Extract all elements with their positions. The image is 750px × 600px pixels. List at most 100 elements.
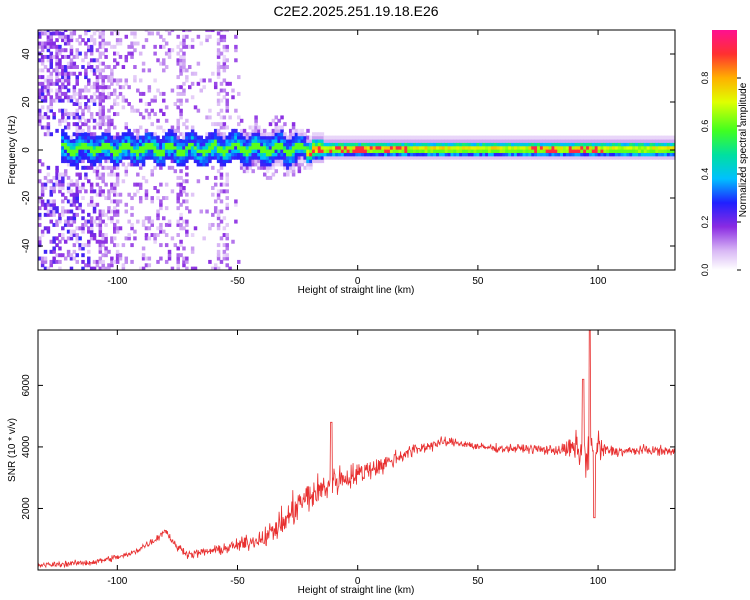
spectrogram-cell	[568, 155, 573, 160]
spectrogram-cell	[361, 138, 365, 143]
spectrogram-cell	[43, 212, 48, 217]
spectrogram-cell	[609, 138, 613, 143]
spectrogram-cell	[138, 91, 143, 96]
spectrogram-cell	[49, 108, 54, 113]
spectrogram-cell	[323, 135, 328, 140]
spectrogram-cell	[133, 149, 137, 153]
spectrogram-cell	[337, 152, 342, 157]
spectrogram-cell	[98, 219, 103, 224]
spectrogram-cell	[193, 145, 198, 150]
spectrogram-cell	[283, 145, 287, 150]
spectrogram-cell	[545, 135, 550, 140]
spectrogram-cell	[265, 162, 270, 167]
spectrogram-cell	[101, 95, 105, 100]
spectrogram-cell	[101, 233, 105, 237]
spectrogram-cell	[254, 122, 258, 127]
spectrogram-cell	[248, 145, 253, 150]
spectrogram-cell	[101, 38, 105, 43]
spectrogram-cell	[72, 88, 77, 93]
spectrogram-cell	[40, 189, 45, 194]
spectrogram-cell	[286, 162, 290, 167]
spectrogram-cell	[286, 138, 290, 143]
spectrogram-cell	[115, 138, 120, 143]
spectrogram-cell	[49, 58, 54, 63]
spectrogram-cell	[222, 132, 227, 137]
spectrogram-cell	[208, 226, 212, 231]
spectrogram-cell	[548, 152, 553, 157]
spectrogram-cell	[392, 149, 397, 153]
spectrogram-cell	[40, 75, 45, 80]
spectrogram-cell	[335, 145, 339, 150]
spectrogram-cell	[398, 152, 403, 157]
spectrogram-cell	[179, 142, 183, 147]
spectrogram-cell	[537, 149, 541, 153]
spectrogram-cell	[384, 145, 388, 150]
spectrogram-cell	[265, 138, 270, 143]
spectrogram-cell	[205, 145, 209, 150]
spectrogram-cell	[52, 81, 56, 86]
spectrogram-cell	[87, 108, 91, 113]
spectrogram-cell	[225, 145, 229, 150]
spectrogram-cell	[84, 132, 88, 137]
spectrogram-cell	[138, 51, 143, 56]
spectrogram-cell	[101, 135, 105, 140]
spectrogram-cell	[436, 138, 440, 143]
spectrogram-cell	[153, 78, 157, 83]
spectrogram-cell	[84, 30, 88, 33]
spectrogram-cell	[643, 135, 648, 140]
spectrogram-cell	[303, 165, 307, 170]
spectrogram-cell	[202, 142, 206, 147]
spectrogram-cell	[288, 162, 293, 167]
spectrogram-cell	[107, 138, 111, 143]
spectrogram-cell	[453, 155, 457, 160]
spectrogram-cell	[248, 165, 253, 170]
spectrogram-cell	[586, 145, 590, 150]
spectrogram-cell	[332, 142, 336, 147]
spectrogram-cell	[141, 155, 146, 160]
spectrogram-cell	[115, 209, 120, 214]
spectrogram-cell	[113, 189, 117, 194]
spectrogram-cell	[138, 199, 143, 204]
spectrogram-cell	[89, 98, 94, 103]
spectrogram-cell	[225, 196, 229, 201]
spectrogram-cell	[38, 31, 42, 36]
spectrogram-cell	[167, 149, 172, 153]
spectrogram-cell	[407, 138, 411, 143]
spectrogram-cell	[98, 145, 103, 150]
spectrogram-cell	[222, 253, 227, 258]
spectrogram-cell	[237, 149, 241, 153]
spectrogram-cell	[637, 155, 642, 160]
spectrogram-cell	[453, 149, 457, 153]
spectrogram-cell	[118, 138, 123, 143]
spectrogram-cell	[283, 122, 287, 127]
spectrogram-cell	[78, 41, 82, 46]
spectrogram-cell	[179, 108, 183, 113]
spectrogram-cell	[58, 253, 62, 258]
spectrogram-cell	[453, 145, 457, 150]
spectrogram-cell	[63, 48, 68, 53]
spectrogram-cell	[43, 88, 48, 93]
spectrogram-cell	[58, 175, 62, 180]
spectrogram-cell	[87, 229, 91, 234]
spectrogram-cell	[164, 105, 169, 110]
spectrogram-cell	[115, 149, 120, 153]
spectrogram-cell	[81, 135, 85, 140]
spectrogram-cell	[133, 182, 137, 187]
spectrogram-cell	[141, 256, 146, 261]
spectrogram-cell	[159, 125, 163, 130]
spectrogram-cell	[55, 30, 59, 33]
spectrogram-cell	[52, 206, 56, 211]
spectrogram-cell	[167, 135, 172, 140]
spectrogram-cell	[170, 152, 175, 157]
spectrogram-cell	[213, 145, 218, 150]
spectrogram-cell	[577, 155, 581, 160]
spectrogram-cell	[69, 135, 74, 140]
spectrogram-cell	[49, 51, 54, 56]
spectrogram-cell	[190, 192, 195, 197]
spectrogram-cell	[268, 175, 273, 180]
spectrogram-cell	[179, 216, 183, 221]
spectrogram-cell	[101, 175, 105, 180]
spectrogram-cell	[219, 135, 224, 140]
spectrogram-cell	[72, 112, 77, 117]
spectrogram-cell	[185, 165, 189, 170]
